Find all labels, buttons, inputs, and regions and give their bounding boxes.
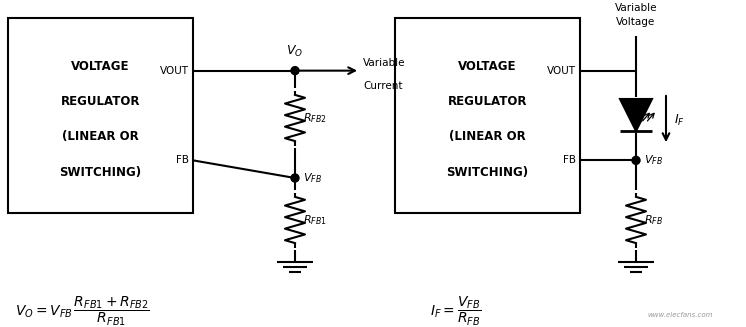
Text: www.elecfans.com: www.elecfans.com bbox=[648, 312, 712, 318]
Text: VOLTAGE: VOLTAGE bbox=[72, 60, 130, 73]
Text: VOLTAGE: VOLTAGE bbox=[458, 60, 517, 73]
Text: $V_{FB}$: $V_{FB}$ bbox=[303, 171, 322, 185]
Text: $V_{FB}$: $V_{FB}$ bbox=[644, 153, 663, 167]
Text: SWITCHING): SWITCHING) bbox=[446, 165, 529, 179]
Circle shape bbox=[291, 174, 299, 182]
Text: FB: FB bbox=[176, 155, 189, 165]
Text: Current: Current bbox=[363, 81, 403, 91]
Text: $V_O$: $V_O$ bbox=[286, 43, 304, 59]
Text: REGULATOR: REGULATOR bbox=[448, 95, 527, 108]
Text: FB: FB bbox=[563, 155, 576, 165]
Text: (LINEAR OR: (LINEAR OR bbox=[62, 130, 139, 144]
Text: $I_F = \dfrac{V_{FB}}{R_{FB}}$: $I_F = \dfrac{V_{FB}}{R_{FB}}$ bbox=[430, 295, 481, 327]
Text: VOUT: VOUT bbox=[160, 66, 189, 76]
Circle shape bbox=[291, 67, 299, 75]
Bar bbox=[395, 18, 580, 213]
Bar bbox=[8, 18, 193, 213]
Polygon shape bbox=[620, 99, 652, 131]
Text: $V_O = V_{FB}\,\dfrac{R_{FB1} + R_{FB2}}{R_{FB1}}$: $V_O = V_{FB}\,\dfrac{R_{FB1} + R_{FB2}}… bbox=[15, 295, 150, 327]
Text: Variable: Variable bbox=[615, 3, 657, 13]
Text: $R_{FB}$: $R_{FB}$ bbox=[644, 213, 663, 227]
Text: $I_F$: $I_F$ bbox=[674, 112, 685, 128]
Text: Variable: Variable bbox=[363, 58, 406, 68]
Text: VOUT: VOUT bbox=[547, 66, 576, 76]
Text: SWITCHING): SWITCHING) bbox=[60, 165, 142, 179]
Text: Voltage: Voltage bbox=[616, 17, 656, 27]
Text: (LINEAR OR: (LINEAR OR bbox=[449, 130, 526, 144]
Circle shape bbox=[632, 156, 640, 164]
Text: $R_{FB2}$: $R_{FB2}$ bbox=[303, 111, 327, 125]
Text: $R_{FB1}$: $R_{FB1}$ bbox=[303, 213, 327, 227]
Text: REGULATOR: REGULATOR bbox=[60, 95, 140, 108]
